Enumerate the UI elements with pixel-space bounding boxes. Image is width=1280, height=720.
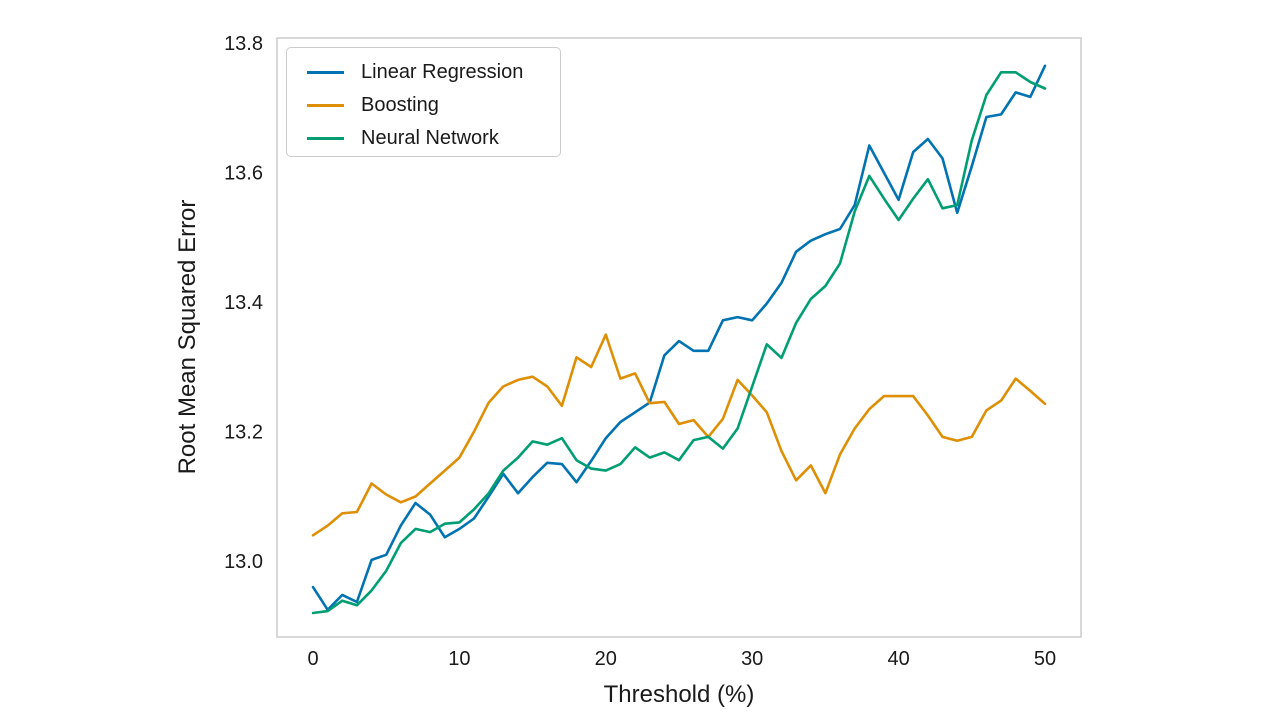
y-tick-label: 13.4 [224, 292, 263, 314]
x-tick-label: 30 [741, 648, 763, 670]
legend-line-swatch [307, 71, 344, 74]
x-tick-label: 40 [887, 648, 909, 670]
y-tick-label: 13.0 [224, 551, 263, 573]
legend: Linear Regression Boosting Neural Network [286, 47, 561, 157]
legend-item-linear-regression: Linear Regression [307, 57, 560, 88]
legend-line-swatch [307, 104, 344, 107]
y-tick-label: 13.2 [224, 422, 263, 444]
series-line-linear-regression [311, 64, 1047, 612]
plot-border [276, 37, 1082, 638]
x-tick-label: 50 [1034, 648, 1056, 670]
x-tick-label: 10 [448, 648, 470, 670]
legend-label: Neural Network [361, 127, 499, 149]
x-tick-label: 20 [595, 648, 617, 670]
x-axis-label: Threshold (%) [603, 681, 755, 708]
legend-label: Linear Regression [361, 61, 524, 83]
y-axis-label: Root Mean Squared Error [174, 199, 201, 475]
series-line-neural-network [311, 71, 1047, 615]
legend-label: Boosting [361, 94, 439, 116]
legend-line-swatch [307, 137, 344, 140]
x-tick-label: 0 [307, 648, 318, 670]
legend-item-neural-network: Neural Network [307, 123, 560, 154]
y-tick-label: 13.8 [224, 33, 263, 55]
legend-item-boosting: Boosting [307, 90, 560, 121]
y-tick-label: 13.6 [224, 163, 263, 185]
series-line-boosting [311, 333, 1047, 537]
